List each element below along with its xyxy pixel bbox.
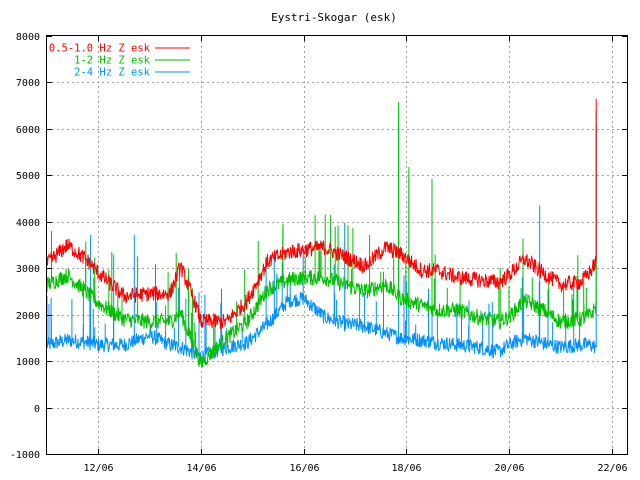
plot-frame	[46, 35, 628, 455]
y-tick-label: -1000	[10, 450, 40, 461]
series-line	[46, 268, 597, 368]
x-tick-label: 16/06	[289, 463, 319, 474]
y-tick-label: 3000	[16, 264, 40, 275]
y-tick-label: 7000	[16, 78, 40, 89]
legend-label: 0.5-1.0 Hz Z esk	[49, 43, 151, 55]
y-tick-label: 8000	[16, 32, 40, 43]
grid	[47, 36, 627, 454]
series-layer	[46, 98, 597, 368]
y-tick-label: 2000	[16, 311, 40, 322]
x-tick-label: 20/06	[494, 463, 524, 474]
x-tick-label: 12/06	[83, 463, 113, 474]
series-line	[46, 291, 597, 363]
y-tick-label: 6000	[16, 125, 40, 136]
y-tick-label: 4000	[16, 218, 40, 229]
x-tick-label: 14/06	[186, 463, 216, 474]
legend-label: 2-4 Hz Z esk	[74, 67, 151, 79]
y-tick-label: 0	[34, 404, 40, 415]
x-tick-label: 22/06	[597, 463, 627, 474]
series-line	[46, 238, 597, 329]
y-tick-label: 1000	[16, 357, 40, 368]
axis-ticks: -1000 0 1000 2000 3000 4000 5000 6000 7000 8000 12…	[10, 32, 628, 474]
chart-title: Eystri-Skogar (esk)	[271, 11, 397, 24]
x-tick-label: 18/06	[391, 463, 421, 474]
legend-label: 1-2 Hz Z esk	[74, 55, 151, 67]
y-tick-label: 5000	[16, 171, 40, 182]
